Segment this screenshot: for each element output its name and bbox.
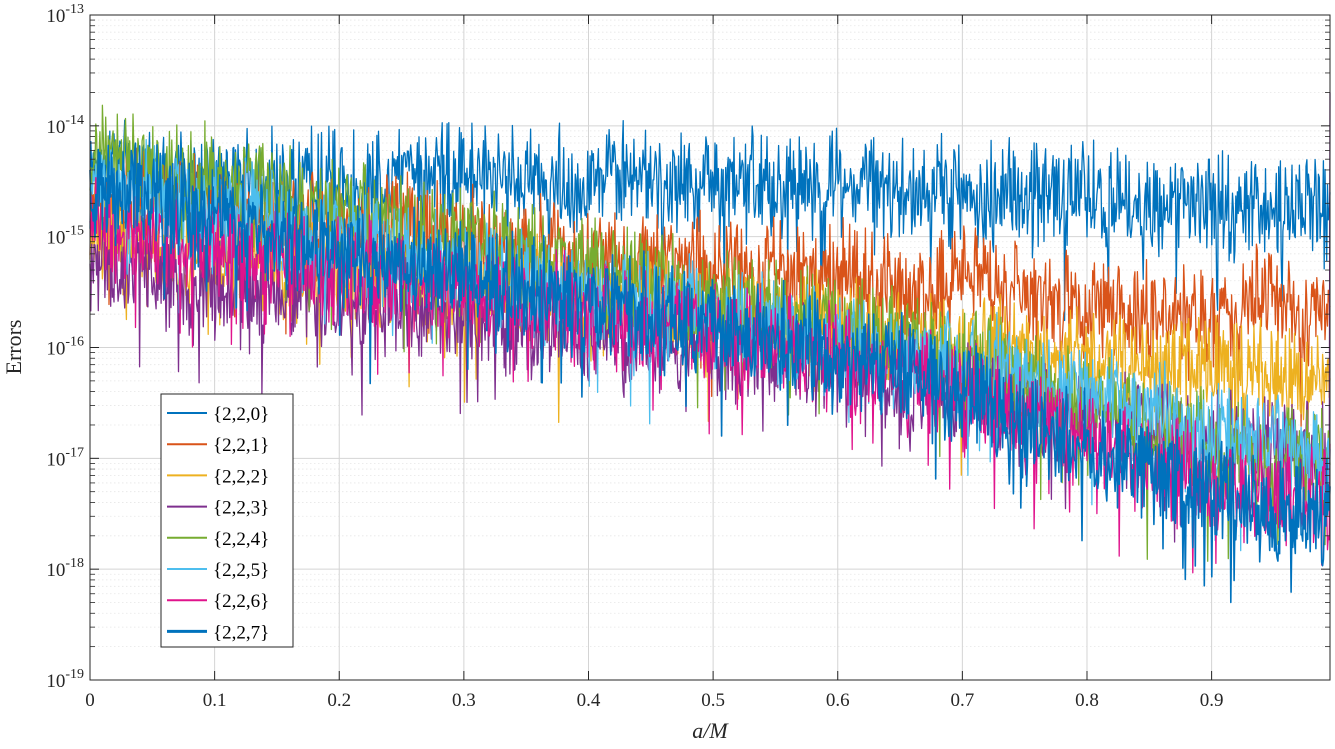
x-axis-label: a/M	[692, 718, 729, 743]
x-tick-label: 0.5	[701, 690, 725, 711]
x-tick-label: 0.6	[826, 690, 850, 711]
legend-label: {2,2,5}	[213, 560, 269, 581]
series-layer	[89, 92, 1331, 604]
axis-ticks	[89, 14, 1330, 681]
legend-label: {2,2,7}	[213, 622, 269, 643]
y-axis-label-text: Errors	[1, 320, 26, 375]
x-axis-label-text: a/M	[692, 718, 729, 743]
legend-label: {2,2,1}	[213, 435, 269, 456]
y-tick-label: 10-17	[46, 445, 84, 470]
x-tick-label: 0.3	[452, 690, 476, 711]
legend-box	[160, 393, 294, 648]
x-tick-label: 0.9	[1200, 690, 1224, 711]
legend-label: {2,2,2}	[213, 466, 269, 487]
legend-label: {2,2,6}	[213, 591, 269, 612]
x-tick-label: 0.7	[950, 690, 974, 711]
series-line	[89, 142, 1331, 604]
y-axis-label: Errors	[1, 320, 26, 375]
x-tick-label: 0	[85, 690, 95, 711]
y-tick-label: 10-14	[46, 113, 84, 138]
y-tick-label: 10-18	[46, 556, 84, 581]
legend-label: {2,2,4}	[213, 529, 269, 550]
x-tick-label: 0.2	[327, 690, 351, 711]
y-tick-label: 10-19	[46, 667, 84, 692]
legend: {2,2,0} {2,2,1} {2,2,2} {2,2,3} {2,2,4} {2,2,…	[160, 393, 294, 648]
y-tick-label: 10-16	[46, 335, 84, 360]
legend-label: {2,2,3}	[213, 498, 269, 519]
x-tick-label: 0.4	[577, 690, 601, 711]
x-tick-label: 0.8	[1075, 690, 1099, 711]
legend-label: {2,2,0}	[213, 404, 269, 425]
tick-labels: 10-19 10-18 10-17 10-16 10-15 10-14 10-13 0 0.1 0…	[46, 2, 1223, 711]
y-tick-label: 10-15	[46, 224, 84, 249]
y-tick-label: 10-13	[46, 2, 84, 27]
x-tick-label: 0.1	[203, 690, 227, 711]
